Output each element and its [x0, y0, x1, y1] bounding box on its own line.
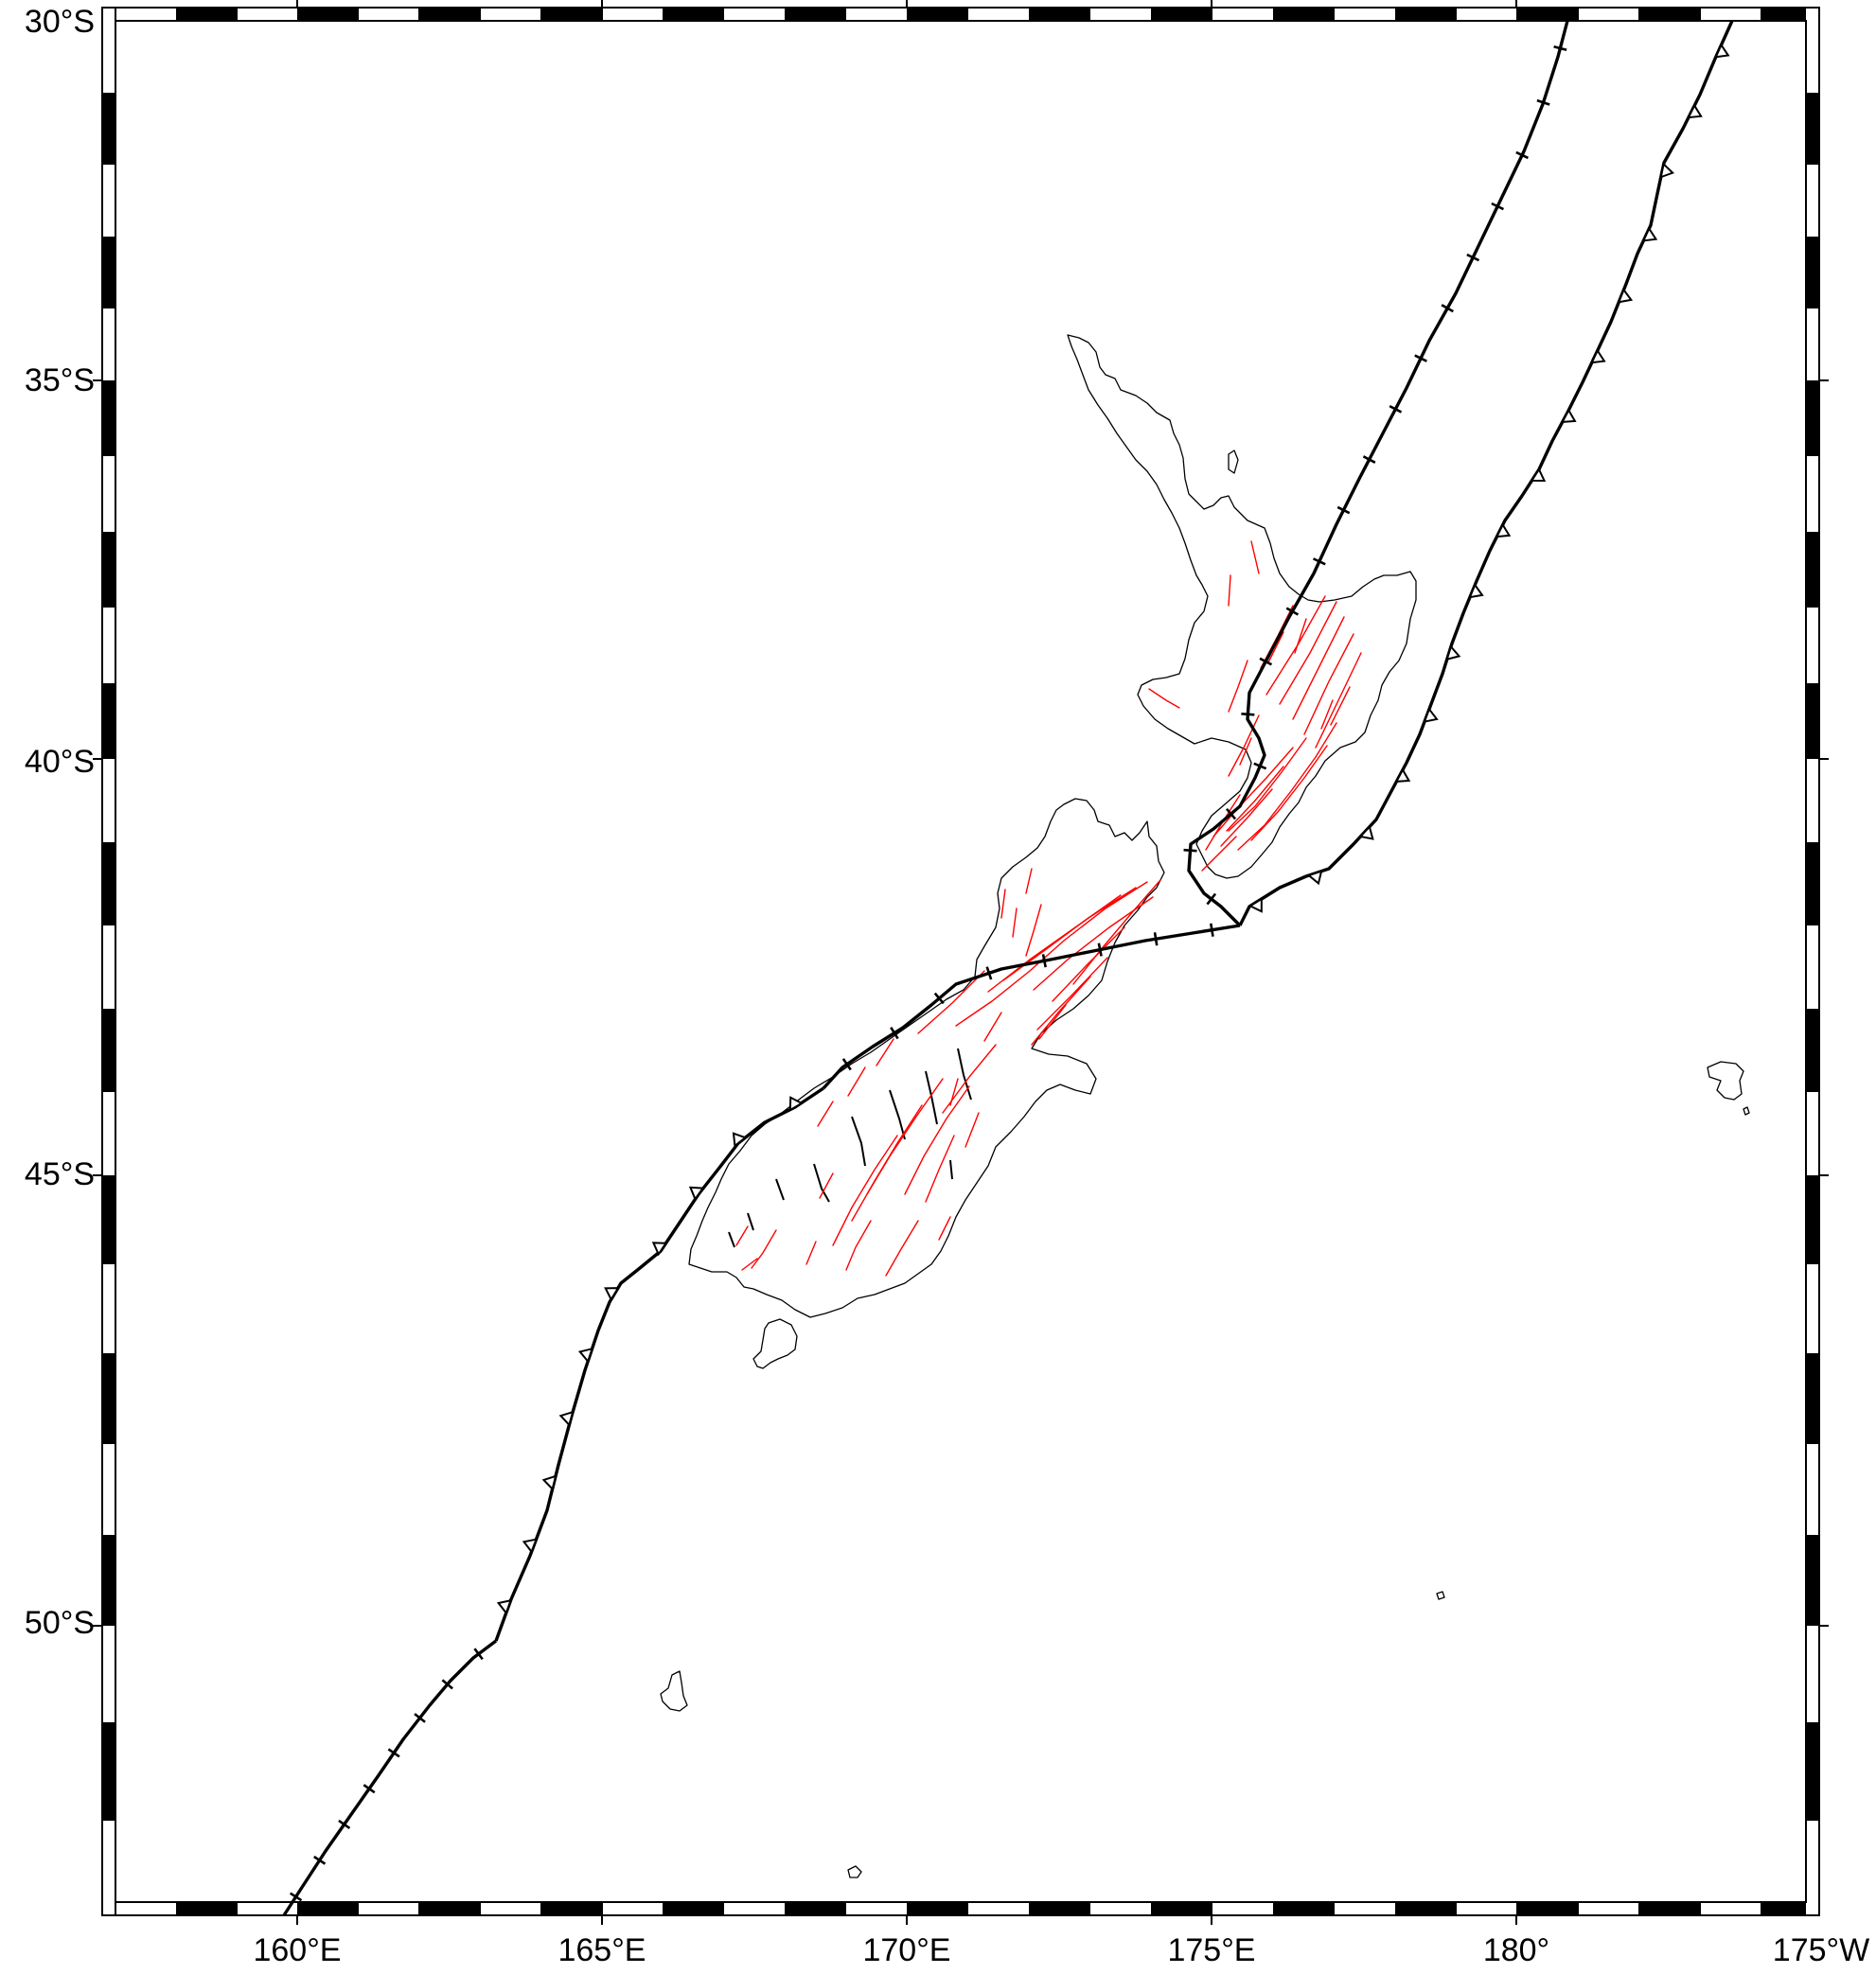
lat-label-40s: 40°S [25, 744, 95, 780]
macquarie-ridge-transform [282, 1639, 498, 1916]
lat-label-45s: 45°S [25, 1156, 95, 1192]
lon-label-175w: 175°W [1773, 1932, 1869, 1968]
lon-label-175e: 175°E [1167, 1932, 1255, 1968]
campbell-island-coast [847, 1865, 862, 1878]
coastlines [660, 334, 1750, 1878]
south-island-coast [688, 798, 1165, 1318]
lon-label-160e: 160°E [253, 1932, 341, 1968]
auckland-islands-coast [660, 1670, 688, 1712]
chatham-island-coast [1707, 1061, 1744, 1101]
lat-label-30s: 30°S [25, 4, 95, 40]
lat-label-35s: 35°S [25, 362, 95, 398]
latitude-labels: 30°S 35°S 40°S 45°S 50°S [25, 4, 95, 1641]
frame-checkerboard [93, 0, 1829, 1925]
map-frame [93, 0, 1829, 1925]
lon-label-170e: 170°E [862, 1932, 950, 1968]
great-barrier-island-coast [1228, 449, 1239, 474]
stewart-island-coast [752, 1318, 798, 1369]
lon-label-165e: 165°E [557, 1932, 646, 1968]
kermadec-tonga-transform [1187, 20, 1569, 927]
lon-label-180: 180° [1483, 1932, 1549, 1968]
north-island-coast [1067, 334, 1417, 879]
pitt-island-coast [1743, 1106, 1750, 1116]
bounty-islands-coast [1436, 1591, 1445, 1600]
lat-label-50s: 50°S [25, 1605, 95, 1641]
longitude-labels: 160°E 165°E 170°E 175°E 180° 175°W [253, 1932, 1869, 1968]
boundary-symbols [290, 43, 1730, 1902]
alpine-transform [822, 924, 1241, 1090]
